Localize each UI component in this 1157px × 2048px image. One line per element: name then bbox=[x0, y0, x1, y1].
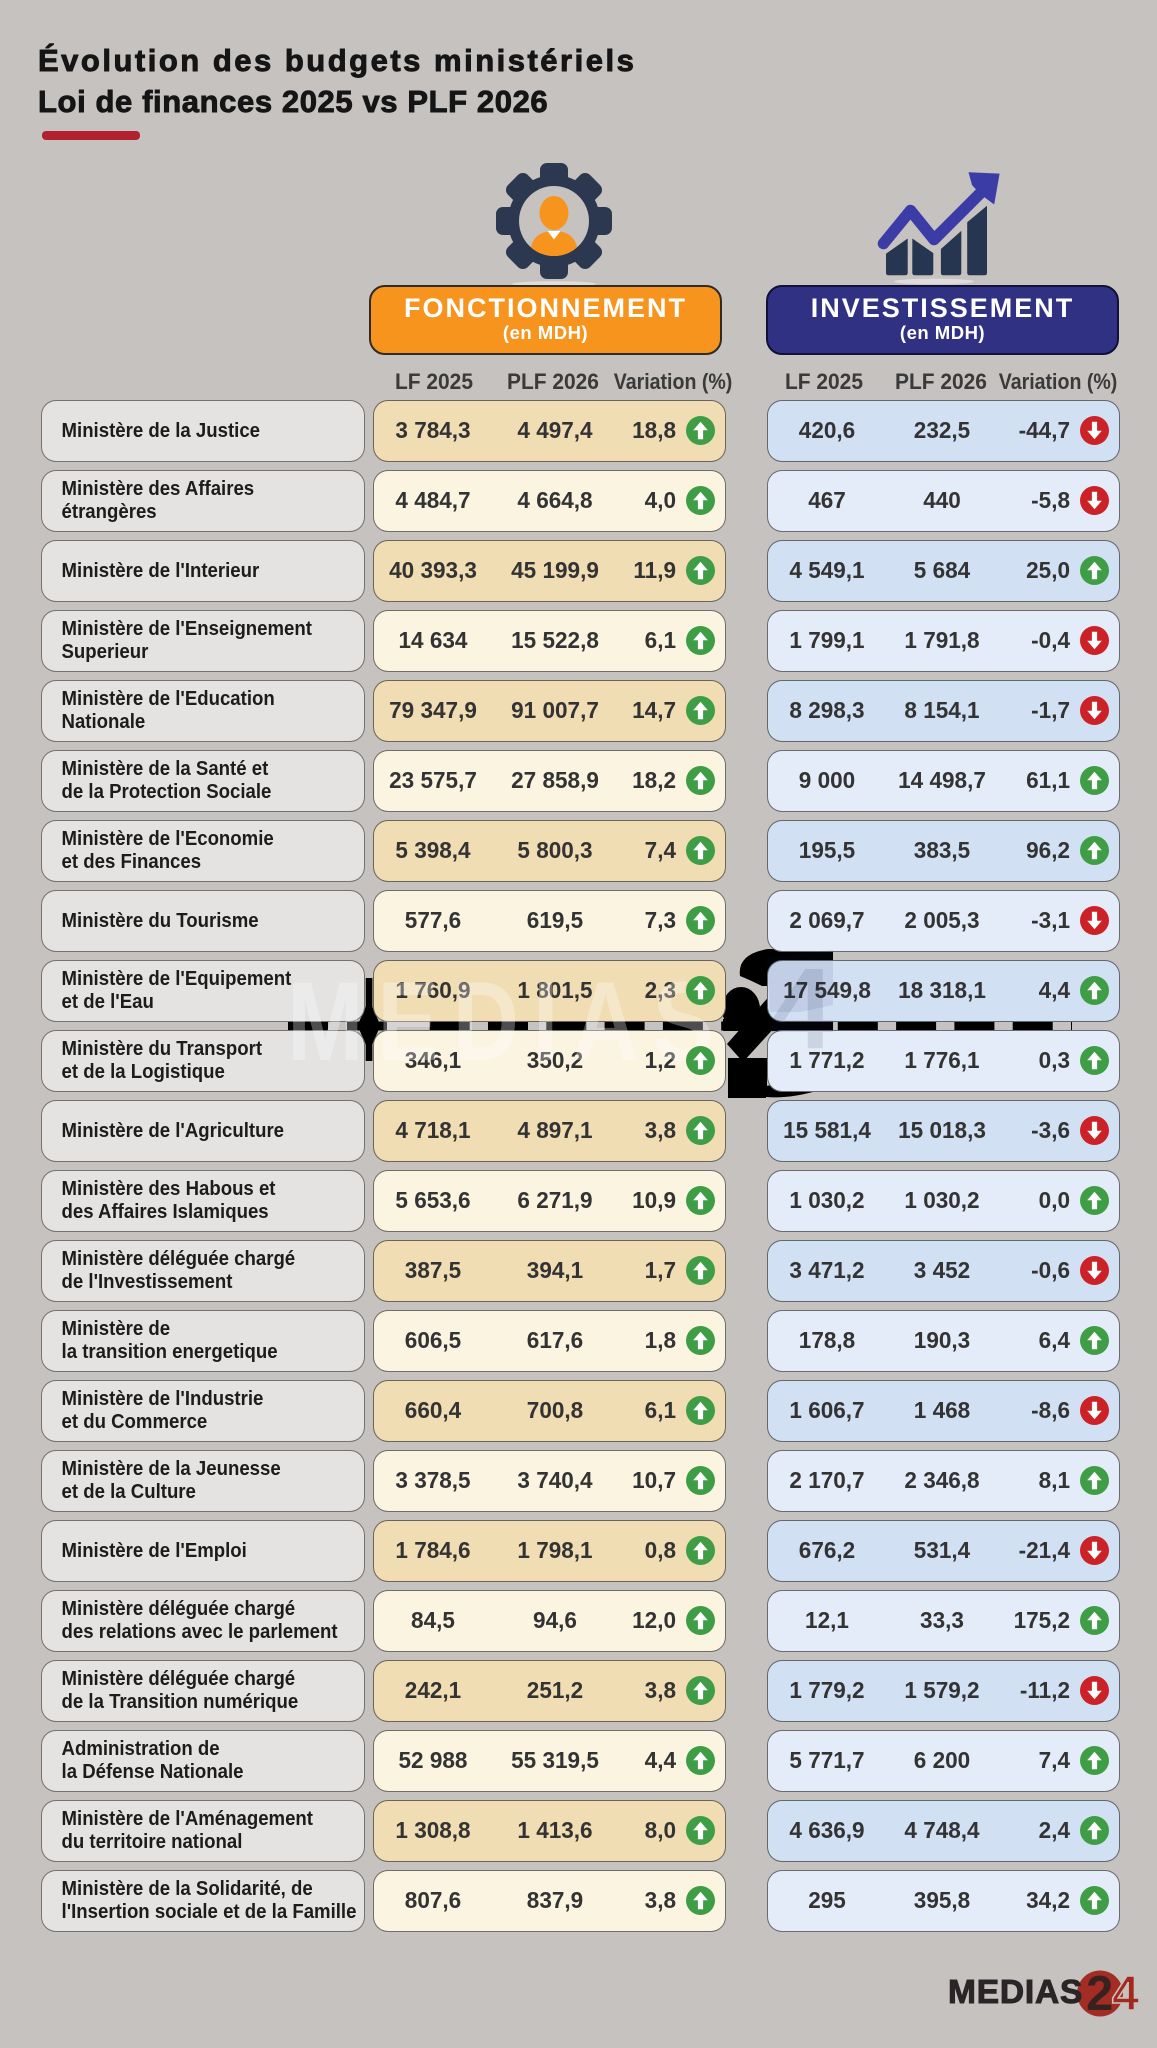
svg-text:4: 4 bbox=[770, 945, 834, 1073]
svg-text:MEDIAS: MEDIAS bbox=[287, 958, 728, 1084]
svg-text:MEDIAS: MEDIAS bbox=[948, 1974, 1083, 2011]
svg-text:2: 2 bbox=[1086, 1967, 1113, 2021]
svg-text:4: 4 bbox=[1112, 1967, 1139, 2021]
